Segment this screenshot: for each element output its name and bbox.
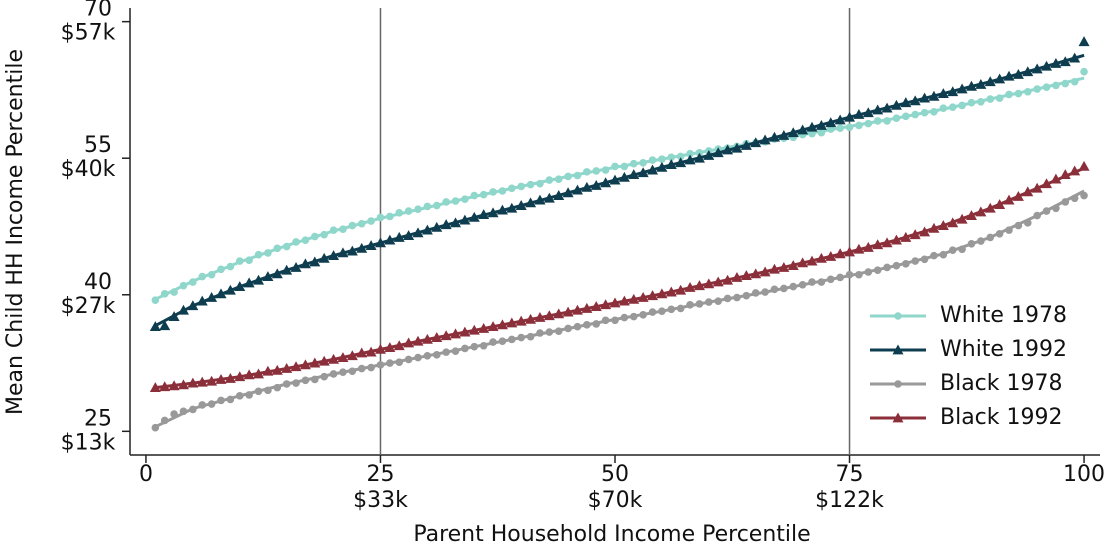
triangle-marker bbox=[159, 320, 171, 331]
fit-line bbox=[154, 189, 1085, 429]
triangle-marker bbox=[892, 344, 904, 355]
legend-label: Black 1978 bbox=[940, 371, 1063, 396]
x-tick-label: 0 bbox=[139, 462, 153, 487]
legend-label: Black 1992 bbox=[940, 405, 1063, 430]
y-tick-label: 55 bbox=[84, 133, 112, 158]
circle-marker bbox=[894, 312, 902, 320]
y-tick-label: 70 bbox=[84, 0, 112, 22]
x-tick-label: 75 bbox=[836, 462, 864, 487]
fit-line bbox=[154, 76, 1085, 301]
y-tick-label: 25 bbox=[84, 406, 112, 431]
y-axis-label: Mean Child HH Income Percentile bbox=[3, 49, 28, 415]
fit-line bbox=[155, 166, 1085, 390]
y-tick-dollar-label: $27k bbox=[61, 294, 116, 319]
y-tick-dollar-label: $40k bbox=[61, 157, 116, 182]
x-tick-label: 50 bbox=[601, 462, 629, 487]
fit-line bbox=[154, 53, 1085, 328]
legend-label: White 1992 bbox=[940, 337, 1067, 362]
y-tick-label: 40 bbox=[84, 270, 112, 295]
triangle-marker bbox=[1078, 36, 1090, 47]
y-tick-dollar-label: $57k bbox=[61, 21, 116, 46]
legend-label: White 1978 bbox=[940, 303, 1067, 328]
x-tick-label: 100 bbox=[1063, 462, 1105, 487]
y-tick-dollar-label: $13k bbox=[61, 430, 116, 455]
x-tick-dollar-label: $122k bbox=[815, 488, 884, 513]
circle-marker bbox=[894, 380, 902, 388]
x-axis-label: Parent Household Income Percentile bbox=[413, 522, 810, 547]
triangle-marker bbox=[892, 412, 904, 423]
circle-marker bbox=[1080, 67, 1088, 76]
x-tick-label: 25 bbox=[366, 462, 394, 487]
x-tick-dollar-label: $33k bbox=[353, 488, 408, 513]
triangle-marker bbox=[149, 321, 161, 332]
x-tick-dollar-label: $70k bbox=[588, 488, 643, 513]
